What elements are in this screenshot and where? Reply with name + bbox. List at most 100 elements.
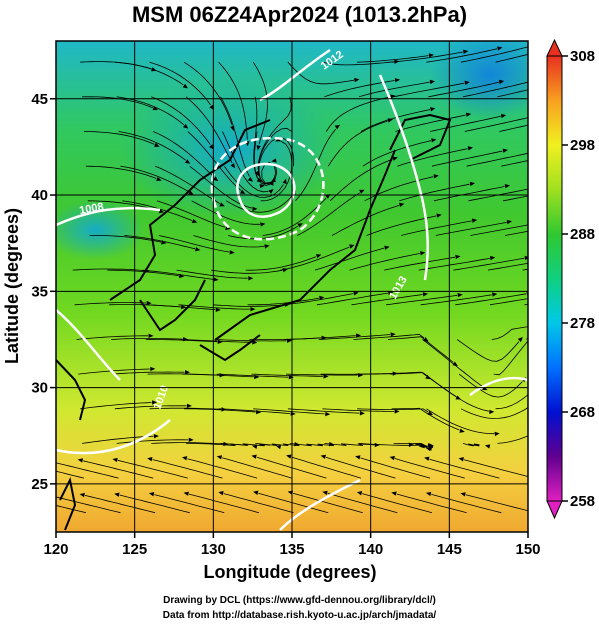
streamline — [397, 148, 468, 167]
streamline — [387, 336, 454, 363]
streamline — [251, 373, 324, 377]
x-tick-label: 130 — [201, 541, 226, 558]
streamline — [497, 435, 528, 444]
streamline-arrow — [460, 492, 466, 497]
streamline — [116, 439, 189, 444]
streamline — [107, 269, 179, 277]
streamline — [455, 293, 527, 306]
streamline — [143, 304, 216, 310]
x-tick-label: 150 — [515, 541, 540, 558]
y-axis-ticks: 25 30 35 40 45 — [31, 91, 56, 493]
streamline-arrow — [154, 142, 160, 147]
chart-title: MSM 06Z24Apr2024 (1013.2hPa) — [131, 2, 468, 27]
streamline — [325, 456, 396, 479]
streamline — [351, 294, 423, 306]
streamline — [431, 494, 502, 514]
streamline — [501, 160, 528, 167]
streamline-arrow — [593, 395, 599, 402]
streamline-arrow — [188, 190, 194, 195]
streamline — [228, 225, 299, 240]
streamline-arrow — [213, 277, 219, 282]
streamline — [292, 492, 363, 514]
streamline-arrow — [288, 374, 294, 380]
streamline — [289, 443, 335, 447]
streamline-arrow — [259, 183, 265, 189]
cool-area-west — [56, 200, 145, 260]
streamline — [504, 230, 528, 236]
streamline-arrow — [568, 77, 574, 82]
streamline-arrow — [349, 244, 355, 249]
streamline — [458, 373, 523, 398]
streamline-arrow — [240, 189, 246, 194]
streamline-arrow — [325, 411, 331, 417]
streamline — [357, 408, 429, 413]
streamline — [532, 82, 599, 97]
streamline-arrow — [566, 41, 572, 46]
streamline — [180, 339, 252, 343]
streamline-arrow — [467, 146, 473, 151]
cool-area-northeast — [430, 41, 528, 120]
streamline — [322, 61, 394, 66]
streamline — [331, 205, 400, 236]
streamline-arrow — [253, 490, 259, 495]
streamline-arrow — [254, 170, 260, 177]
streamline-arrow — [422, 292, 428, 297]
streamline-arrow — [500, 113, 507, 119]
streamline-arrow — [390, 332, 396, 337]
streamline — [464, 117, 528, 132]
streamline — [430, 115, 501, 132]
streamline-arrow — [297, 223, 303, 228]
streamline-arrow — [148, 492, 155, 497]
streamline — [220, 96, 250, 177]
land-outlines — [56, 113, 452, 531]
streamline — [503, 195, 528, 202]
streamline-arrow — [182, 83, 188, 89]
credit-drawing: Drawing by DCL (https://www.gfd-dennou.o… — [163, 595, 436, 606]
streamline-arrow — [248, 276, 254, 281]
streamline — [495, 53, 528, 63]
streamline-arrow — [464, 80, 470, 86]
streamline — [188, 493, 260, 514]
streamline-arrow — [215, 307, 221, 312]
streamline-arrow — [465, 112, 472, 117]
streamline-arrow — [388, 290, 394, 296]
streamline — [396, 493, 467, 514]
streamline-arrow — [269, 180, 274, 186]
streamline — [212, 304, 285, 307]
streamline — [493, 340, 528, 376]
colorbar-extend-min — [546, 500, 563, 520]
streamline — [391, 51, 463, 63]
x-axis-label: Longitude (degrees) — [203, 562, 376, 582]
streamline-arrow — [256, 177, 263, 182]
colorbar-tick-label: 268 — [570, 404, 595, 421]
streamline-arrow — [8, 458, 14, 463]
streamline — [76, 335, 148, 340]
streamline — [284, 335, 356, 340]
pressure-contours — [56, 48, 528, 531]
streamline — [262, 197, 327, 236]
streamline-arrow — [429, 79, 435, 85]
streamline-arrow — [212, 176, 219, 182]
streamline-arrow — [586, 350, 593, 357]
streamline — [384, 256, 456, 271]
streamline-arrow — [219, 202, 225, 207]
streamline — [497, 89, 528, 98]
streamline — [56, 505, 86, 514]
streamline-arrow — [184, 369, 190, 375]
streamline — [329, 158, 393, 202]
streamline — [395, 114, 466, 132]
streamline-arrow — [504, 184, 510, 189]
streamline-arrow — [423, 337, 429, 342]
streamline — [489, 298, 528, 306]
streamline-arrow — [148, 333, 154, 339]
streamline — [247, 297, 319, 306]
streamline-arrow — [183, 491, 189, 496]
streamline-arrow — [195, 247, 201, 252]
streamline-arrow — [574, 184, 580, 189]
streamline — [360, 109, 431, 132]
streamline-arrow — [459, 428, 465, 433]
contour-label: 1008 — [78, 201, 104, 217]
streamline — [145, 338, 218, 343]
streamline — [260, 140, 293, 202]
